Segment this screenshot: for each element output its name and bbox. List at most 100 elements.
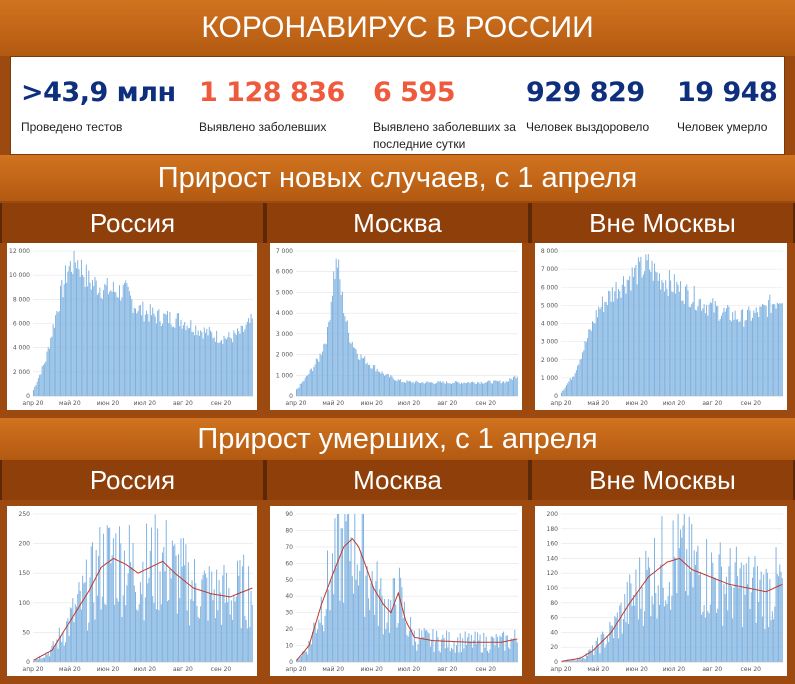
bar: [33, 389, 34, 396]
bar: [713, 578, 715, 662]
bar: [179, 598, 181, 662]
stat-value: 1 128 836: [199, 77, 345, 108]
y-tick-label: 7 000: [276, 248, 293, 255]
bar: [196, 605, 198, 662]
bar: [384, 599, 386, 662]
x-tick-label: сен 20: [741, 666, 762, 673]
bar: [194, 559, 195, 662]
bar: [346, 514, 348, 662]
bar: [421, 382, 423, 396]
bar: [598, 645, 600, 662]
bar: [387, 374, 389, 396]
bar: [93, 286, 95, 396]
bar: [208, 566, 210, 662]
bar: [163, 547, 165, 662]
bar: [631, 267, 633, 396]
bar: [573, 376, 575, 396]
bar: [355, 579, 357, 662]
bar: [635, 569, 637, 662]
bar: [354, 347, 356, 396]
bar: [334, 279, 336, 396]
bar: [53, 647, 55, 662]
bar: [47, 652, 49, 662]
bar: [369, 364, 371, 396]
bar: [656, 618, 658, 662]
bar: [355, 349, 357, 396]
bar: [107, 294, 109, 396]
y-tick-label: 200: [19, 541, 31, 548]
chart-deaths-outside-moscow: 0 20 40 60 80 100 120 140 160 180 200 апр 20 май 20 и…: [535, 506, 787, 676]
page-title: КОРОНАВИРУС В РОССИИ: [0, 0, 795, 56]
y-tick-label: 20: [285, 626, 293, 633]
y-tick-label: 5 000: [541, 302, 558, 309]
bar: [189, 625, 191, 662]
bar: [455, 645, 457, 662]
bar: [436, 382, 438, 396]
bar: [369, 610, 371, 662]
bar: [109, 527, 111, 662]
bar: [221, 339, 223, 396]
bar: [213, 337, 215, 396]
bar: [636, 592, 638, 662]
bar: [420, 639, 422, 662]
bar: [62, 297, 64, 396]
bar: [155, 609, 157, 662]
bar: [239, 560, 241, 662]
y-tick-label: 0: [554, 659, 558, 666]
bar: [208, 326, 210, 396]
bar: [144, 597, 146, 662]
bar: [600, 306, 602, 396]
bar: [670, 280, 672, 396]
bar: [367, 365, 369, 396]
y-tick-label: 200: [547, 511, 559, 518]
bar: [754, 312, 756, 396]
bar: [244, 616, 246, 662]
y-tick-label: 10 000: [9, 272, 30, 279]
bar: [382, 634, 384, 662]
bar: [719, 318, 721, 396]
bar: [569, 377, 571, 396]
chart-cases-outside-moscow: 0 1 000 2 000 3 000 4 000 5 000 6 000 7 000 8 00…: [535, 243, 787, 410]
bar: [424, 382, 426, 396]
bar: [45, 361, 47, 396]
y-tick-label: 2 000: [13, 369, 30, 376]
bar: [603, 311, 605, 396]
bar: [619, 605, 621, 662]
bar: [310, 368, 312, 396]
bar: [667, 595, 669, 662]
bar: [50, 649, 52, 662]
bar: [426, 381, 428, 396]
bar: [94, 277, 96, 396]
bar: [758, 601, 760, 662]
x-tick-label: июн 20: [625, 666, 648, 673]
bar: [620, 602, 622, 662]
bar: [45, 652, 47, 662]
bar: [441, 382, 443, 396]
bar: [245, 620, 247, 662]
bar: [699, 571, 701, 662]
bar: [119, 285, 121, 396]
bar: [406, 380, 408, 396]
trend-line: [33, 557, 253, 661]
x-tick-label: май 20: [59, 400, 81, 407]
bar: [351, 576, 353, 662]
bar: [345, 521, 347, 662]
bar: [498, 381, 500, 396]
region-label-russia: Россия: [0, 203, 265, 243]
bar: [678, 548, 680, 662]
bar: [84, 582, 86, 662]
bar: [402, 382, 404, 396]
bar: [348, 332, 350, 396]
stat-label: Человек умерло: [677, 120, 768, 134]
bar: [428, 633, 430, 662]
bar: [632, 276, 634, 396]
bar: [448, 632, 450, 662]
bar: [162, 323, 164, 396]
bar: [589, 649, 591, 662]
bar: [479, 383, 481, 396]
bar: [754, 556, 756, 662]
bar: [429, 646, 431, 662]
bar: [766, 572, 768, 662]
bar: [761, 616, 763, 662]
bar: [192, 601, 194, 662]
